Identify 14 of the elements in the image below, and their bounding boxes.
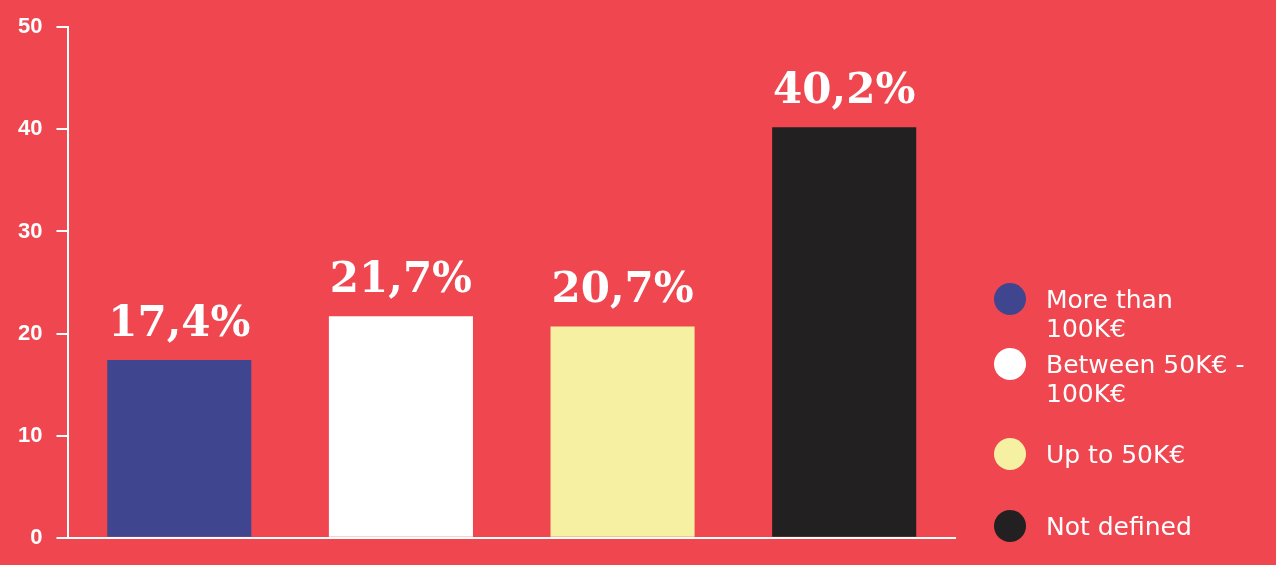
legend-label: More than 100K€ — [1046, 285, 1174, 343]
data-label: 40,2% — [773, 64, 916, 114]
y-tick-label: 30 — [17, 217, 43, 243]
legend-label: Not defined — [1046, 512, 1193, 541]
legend-label: Up to 50K€ — [1046, 440, 1187, 469]
legend-label: Between 50K€ - 100K€ — [1046, 350, 1246, 408]
y-tick-label: 0 — [30, 523, 43, 549]
data-label: 21,7% — [329, 253, 473, 303]
data-label: 17,4% — [108, 297, 251, 347]
y-tick-label: 40 — [17, 115, 43, 141]
y-tick-label: 50 — [17, 13, 43, 39]
data-label: 20,7% — [551, 263, 694, 313]
y-tick-label: 10 — [17, 421, 43, 447]
y-tick-label: 20 — [17, 319, 43, 345]
